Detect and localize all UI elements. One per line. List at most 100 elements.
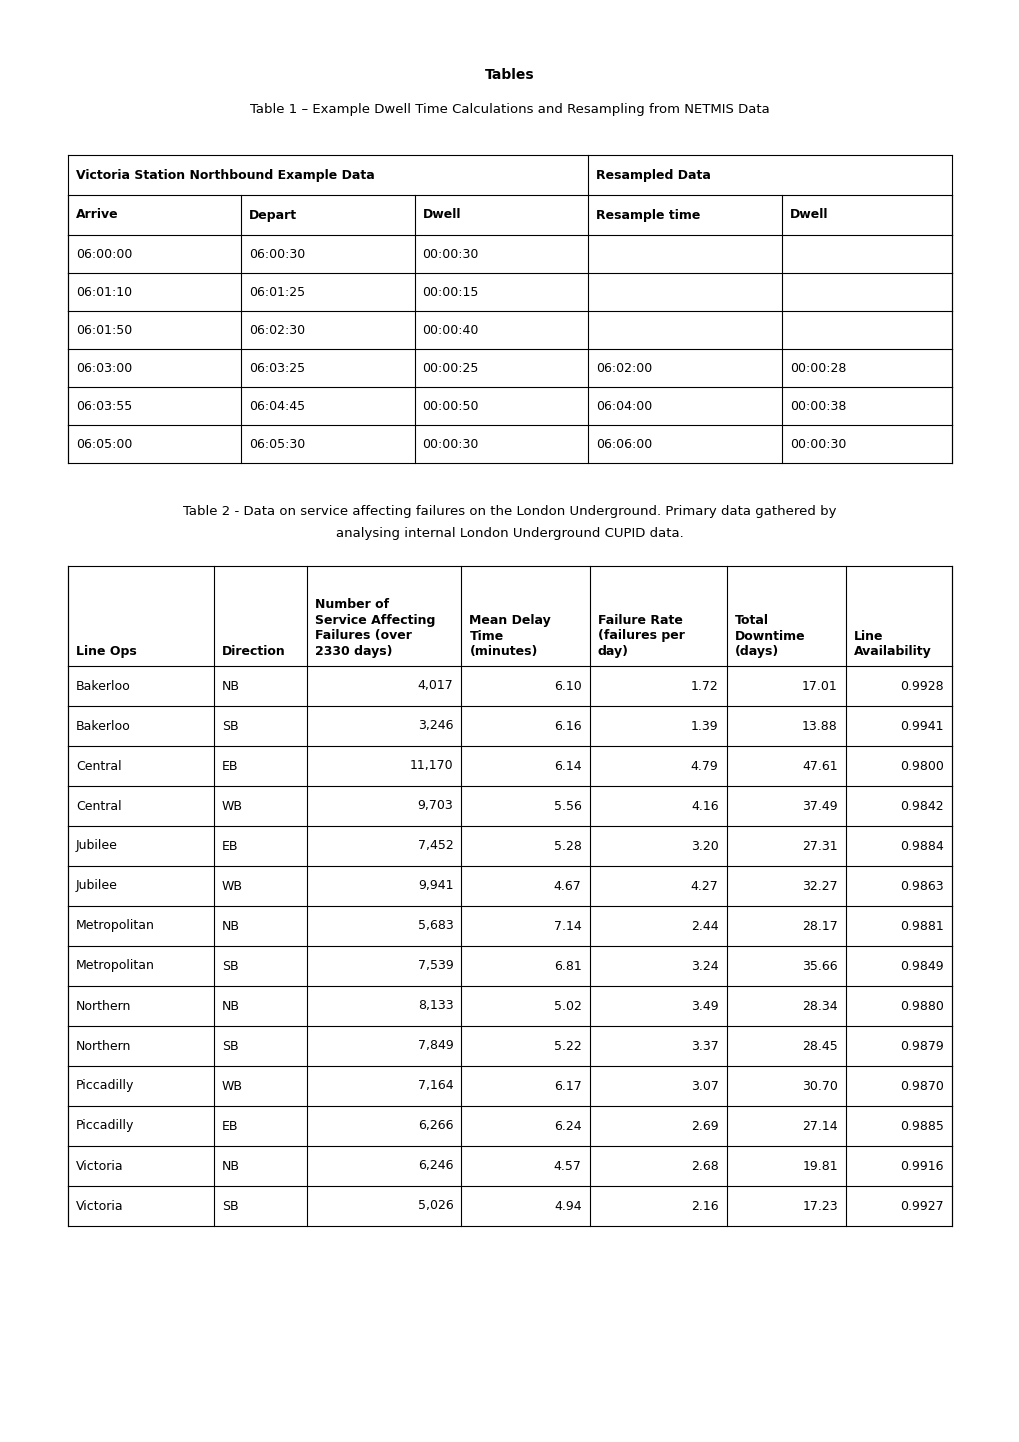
Text: Tables: Tables (485, 68, 534, 82)
Text: Resampled Data: Resampled Data (595, 169, 710, 182)
Text: 0.9881: 0.9881 (900, 920, 943, 933)
Text: Northern: Northern (76, 1040, 131, 1053)
Text: 3.49: 3.49 (690, 999, 717, 1012)
Text: 3.37: 3.37 (690, 1040, 717, 1053)
Text: 0.9884: 0.9884 (900, 839, 943, 852)
Text: Line Ops: Line Ops (76, 645, 137, 658)
Text: 6.14: 6.14 (553, 760, 581, 773)
Text: 0.9916: 0.9916 (900, 1159, 943, 1172)
Text: Mean Delay
Time
(minutes): Mean Delay Time (minutes) (469, 614, 550, 658)
Text: 0.9800: 0.9800 (899, 760, 943, 773)
Text: 5.56: 5.56 (553, 799, 581, 812)
Text: Dwell: Dwell (422, 209, 461, 222)
Text: 0.9885: 0.9885 (899, 1119, 943, 1132)
Text: 28.34: 28.34 (802, 999, 837, 1012)
Text: 17.01: 17.01 (801, 679, 837, 692)
Text: 47.61: 47.61 (802, 760, 837, 773)
Text: Table 2 - Data on service affecting failures on the London Underground. Primary : Table 2 - Data on service affecting fail… (183, 505, 836, 518)
Text: 2.69: 2.69 (690, 1119, 717, 1132)
Text: 06:01:10: 06:01:10 (76, 286, 132, 298)
Text: Number of
Service Affecting
Failures (over
2330 days): Number of Service Affecting Failures (ov… (315, 598, 435, 658)
Text: 0.9941: 0.9941 (900, 720, 943, 733)
Text: 06:04:45: 06:04:45 (249, 399, 305, 412)
Text: 06:05:00: 06:05:00 (76, 437, 132, 450)
Text: NB: NB (222, 999, 239, 1012)
Text: SB: SB (222, 720, 238, 733)
Text: 17.23: 17.23 (802, 1200, 837, 1213)
Text: Resample time: Resample time (595, 209, 699, 222)
Text: 7,849: 7,849 (417, 1040, 452, 1053)
Text: 4.94: 4.94 (553, 1200, 581, 1213)
Text: 00:00:38: 00:00:38 (790, 399, 846, 412)
Text: 1.39: 1.39 (690, 720, 717, 733)
Text: 4.67: 4.67 (553, 880, 581, 893)
Text: 5.02: 5.02 (553, 999, 581, 1012)
Text: 6.17: 6.17 (553, 1080, 581, 1093)
Text: 0.9863: 0.9863 (900, 880, 943, 893)
Text: 9,941: 9,941 (418, 880, 452, 893)
Text: Piccadilly: Piccadilly (76, 1080, 135, 1093)
Text: 00:00:25: 00:00:25 (422, 362, 479, 375)
Text: 06:02:00: 06:02:00 (595, 362, 651, 375)
Text: analysing internal London Underground CUPID data.: analysing internal London Underground CU… (336, 526, 683, 539)
Text: Metropolitan: Metropolitan (76, 959, 155, 972)
Text: 32.27: 32.27 (802, 880, 837, 893)
Text: 6.24: 6.24 (553, 1119, 581, 1132)
Text: 3.20: 3.20 (690, 839, 717, 852)
Text: 4,017: 4,017 (417, 679, 452, 692)
Text: 11,170: 11,170 (410, 760, 452, 773)
Text: 06:03:25: 06:03:25 (249, 362, 305, 375)
Text: Bakerloo: Bakerloo (76, 679, 130, 692)
Text: 6,266: 6,266 (418, 1119, 452, 1132)
Text: Bakerloo: Bakerloo (76, 720, 130, 733)
Text: 5.28: 5.28 (553, 839, 581, 852)
Text: 00:00:30: 00:00:30 (422, 437, 479, 450)
Text: 2.44: 2.44 (690, 920, 717, 933)
Text: 06:00:30: 06:00:30 (249, 248, 306, 261)
Text: EB: EB (222, 1119, 238, 1132)
Text: 0.9849: 0.9849 (900, 959, 943, 972)
Text: 0.9928: 0.9928 (900, 679, 943, 692)
Text: 4.79: 4.79 (690, 760, 717, 773)
Text: 00:00:28: 00:00:28 (790, 362, 846, 375)
Text: 0.9879: 0.9879 (900, 1040, 943, 1053)
Text: 6,246: 6,246 (418, 1159, 452, 1172)
Text: 28.17: 28.17 (801, 920, 837, 933)
Text: 00:00:30: 00:00:30 (422, 248, 479, 261)
Text: Victoria: Victoria (76, 1200, 123, 1213)
Text: 3.24: 3.24 (690, 959, 717, 972)
Text: 4.57: 4.57 (553, 1159, 581, 1172)
Text: Victoria: Victoria (76, 1159, 123, 1172)
Text: 5,026: 5,026 (417, 1200, 452, 1213)
Text: 7,539: 7,539 (417, 959, 452, 972)
Text: 27.31: 27.31 (802, 839, 837, 852)
Text: 30.70: 30.70 (801, 1080, 837, 1093)
Text: 0.9880: 0.9880 (899, 999, 943, 1012)
Text: 0.9927: 0.9927 (900, 1200, 943, 1213)
Text: 06:03:00: 06:03:00 (76, 362, 132, 375)
Text: 06:06:00: 06:06:00 (595, 437, 651, 450)
Text: EB: EB (222, 760, 238, 773)
Text: 06:03:55: 06:03:55 (76, 399, 132, 412)
Text: 7,452: 7,452 (417, 839, 452, 852)
Text: 1.72: 1.72 (690, 679, 717, 692)
Text: 19.81: 19.81 (802, 1159, 837, 1172)
Text: 6.16: 6.16 (553, 720, 581, 733)
Text: Table 1 – Example Dwell Time Calculations and Resampling from NETMIS Data: Table 1 – Example Dwell Time Calculation… (250, 104, 769, 117)
Text: 00:00:15: 00:00:15 (422, 286, 479, 298)
Text: NB: NB (222, 1159, 239, 1172)
Text: Piccadilly: Piccadilly (76, 1119, 135, 1132)
Text: 0.9842: 0.9842 (900, 799, 943, 812)
Text: Arrive: Arrive (76, 209, 118, 222)
Text: Direction: Direction (222, 645, 285, 658)
Text: Central: Central (76, 799, 121, 812)
Text: NB: NB (222, 679, 239, 692)
Text: 5,683: 5,683 (417, 920, 452, 933)
Text: Depart: Depart (249, 209, 298, 222)
Text: SB: SB (222, 1040, 238, 1053)
Text: 7.14: 7.14 (553, 920, 581, 933)
Text: WB: WB (222, 880, 243, 893)
Text: Jubilee: Jubilee (76, 880, 118, 893)
Text: Line
Availability: Line Availability (853, 630, 930, 658)
Text: 00:00:30: 00:00:30 (790, 437, 846, 450)
